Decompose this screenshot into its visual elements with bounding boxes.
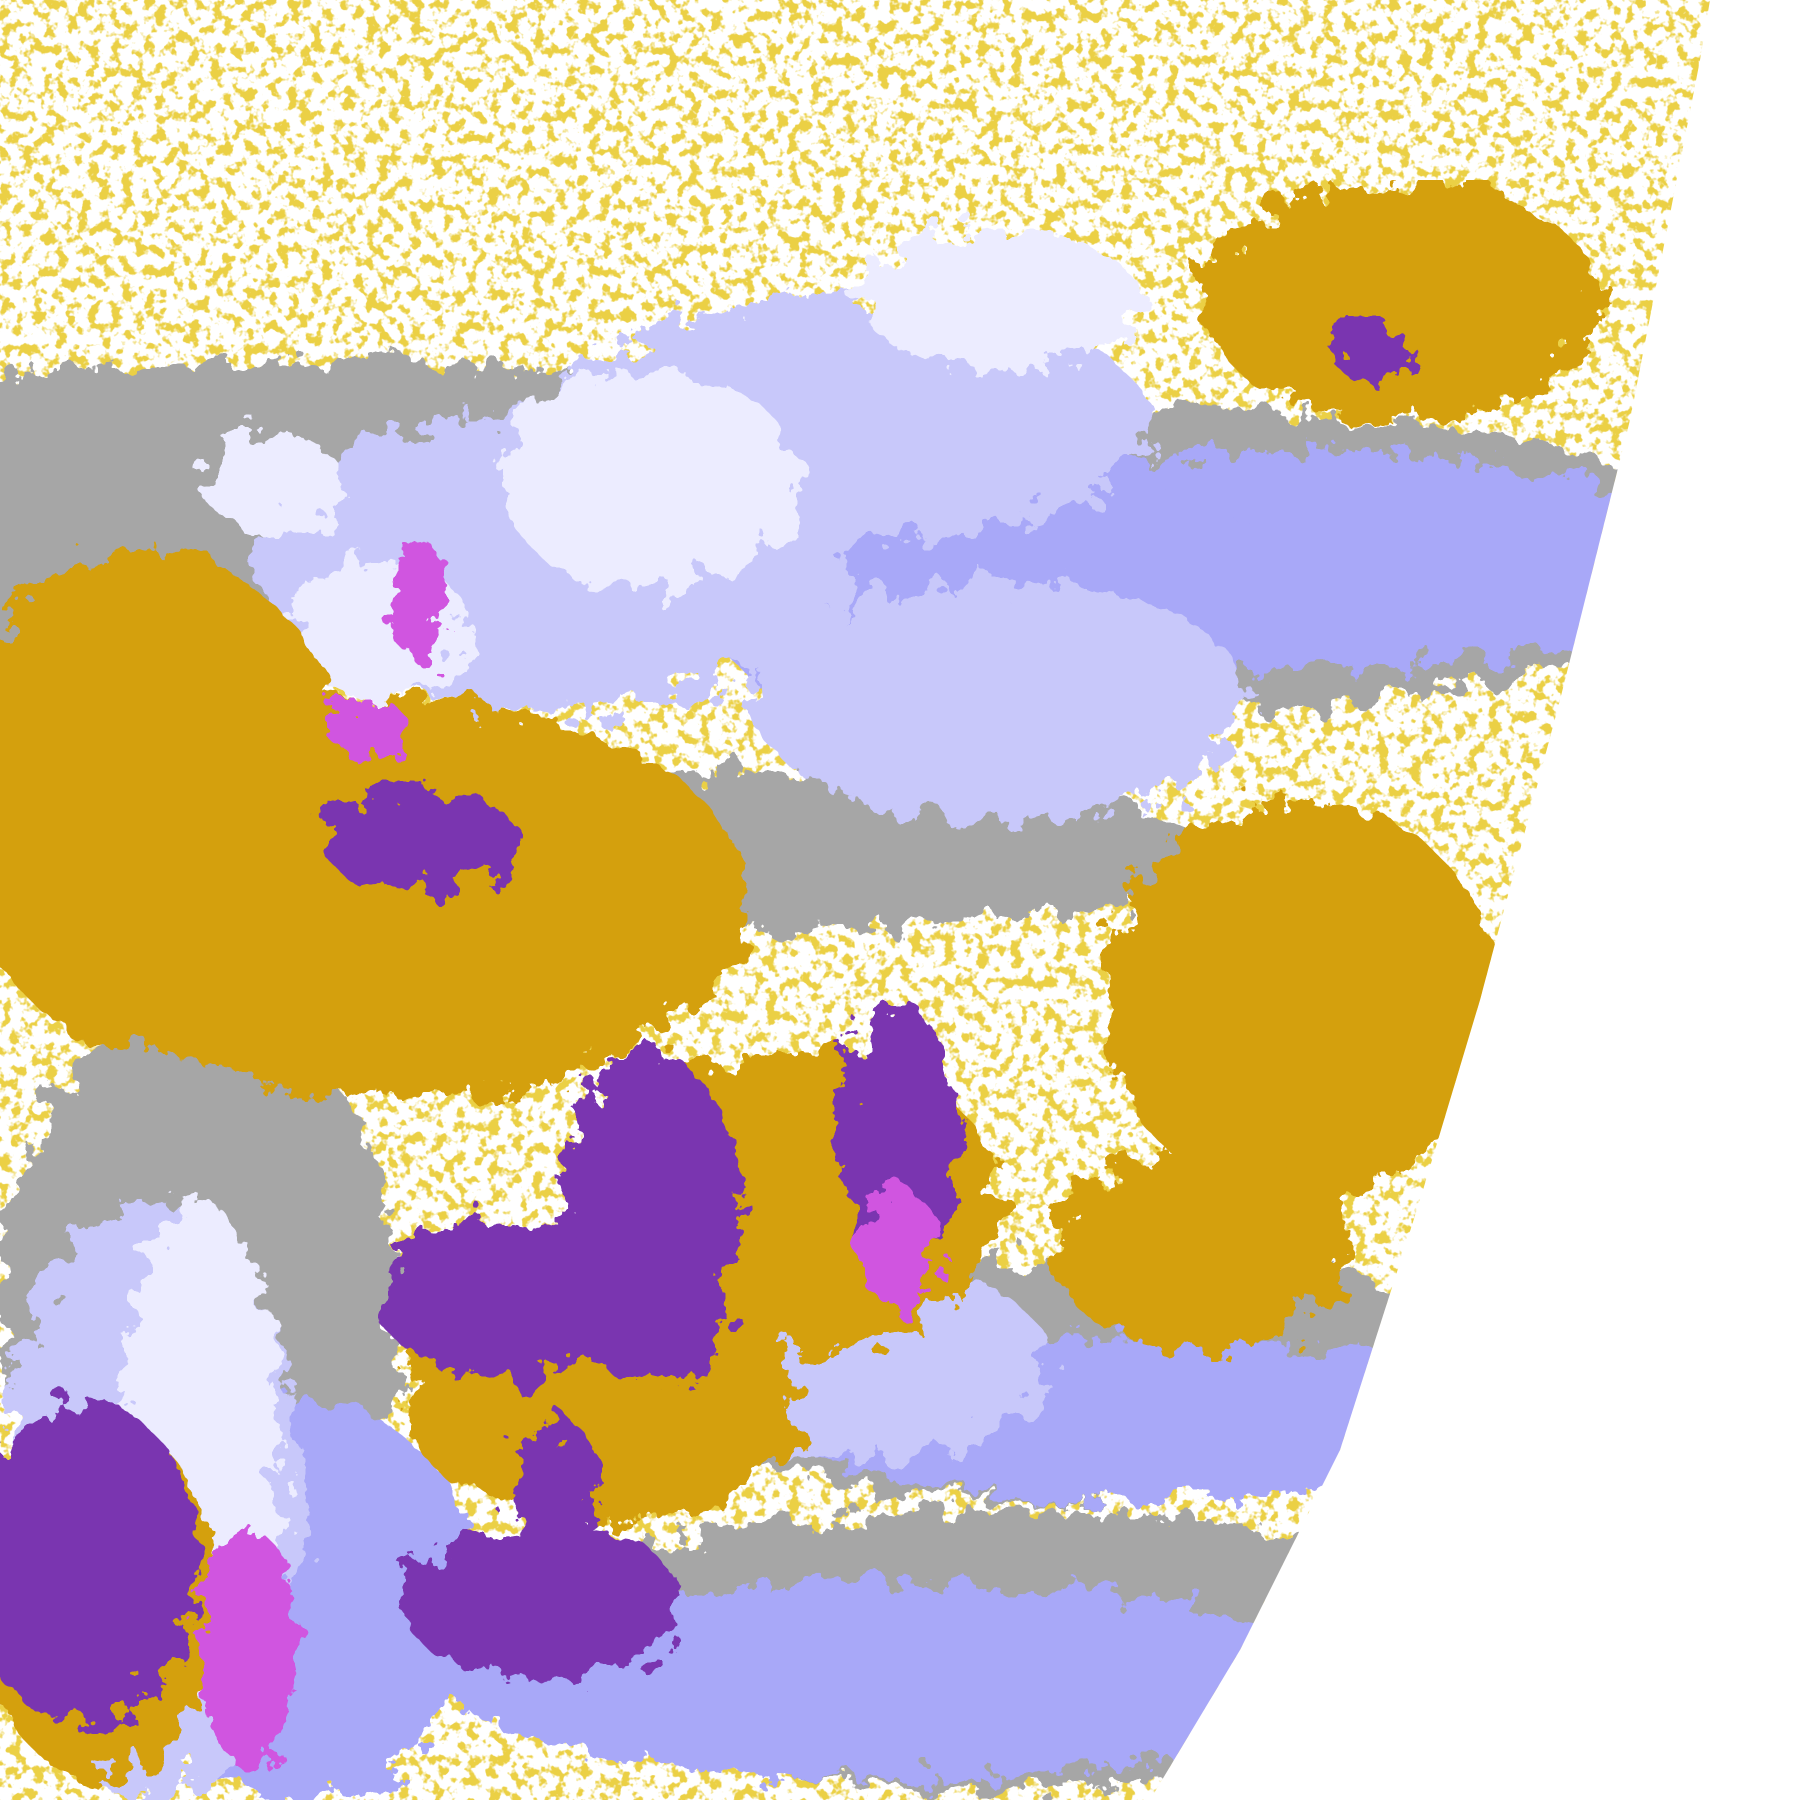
cloud-classes [0, 180, 1710, 1800]
magenta-region [200, 1530, 300, 1770]
lavender-light-region [200, 430, 340, 530]
magenta-region [330, 700, 410, 760]
purple-region [1330, 320, 1410, 380]
gold-region [0, 550, 350, 1050]
lavender-mid-region [750, 580, 1250, 820]
purple-region [380, 1220, 620, 1380]
lavender-light-region [500, 370, 800, 590]
magenta-region [860, 1190, 940, 1310]
purple-region [0, 1400, 200, 1720]
magenta-region [390, 540, 450, 660]
purple-region [320, 790, 520, 890]
gold-region [1100, 800, 1500, 1200]
purple-region [400, 1520, 680, 1680]
gold-region [1050, 1150, 1350, 1350]
purple-region [840, 1000, 960, 1280]
purple-region [520, 1420, 600, 1540]
periwinkle-region [450, 1580, 1350, 1780]
lavender-light-region [860, 230, 1140, 370]
gold-region [1200, 180, 1600, 420]
